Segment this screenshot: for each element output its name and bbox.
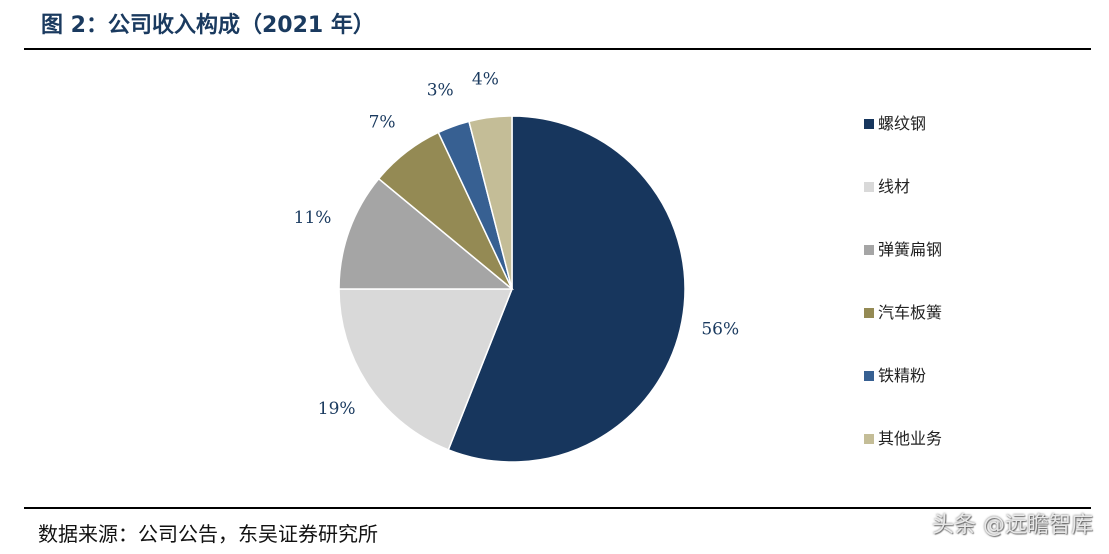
legend-item: 铁精粉 xyxy=(862,364,1082,427)
legend-item: 螺纹钢 xyxy=(862,112,1082,175)
legend-label: 弹簧扁钢 xyxy=(878,240,943,259)
legend-item: 弹簧扁钢 xyxy=(862,238,1082,301)
legend-label: 汽车板簧 xyxy=(878,303,943,322)
pie-value-label-5: 4% xyxy=(472,70,499,90)
legend-item: 其他业务 xyxy=(862,427,1082,490)
watermark: 头条 @远瞻智库 xyxy=(932,513,1093,538)
pie-value-labels: 56% 19% 11% 7% 3% 4% xyxy=(294,70,740,419)
pie-value-label-3: 7% xyxy=(369,112,396,132)
pie-value-label-0: 56% xyxy=(701,320,739,340)
pie-value-label-2: 11% xyxy=(294,208,332,228)
legend-label: 其他业务 xyxy=(878,429,943,448)
pie-slices xyxy=(338,115,686,463)
pie-slice-0 xyxy=(447,115,686,463)
legend-item: 线材 xyxy=(862,175,1082,238)
pie-slice-5 xyxy=(468,115,513,290)
legend-item: 汽车板簧 xyxy=(862,301,1082,364)
legend-swatch xyxy=(864,308,874,318)
legend-swatch xyxy=(864,182,874,192)
legend-label: 螺纹钢 xyxy=(878,114,927,133)
pie-slice-1 xyxy=(338,288,514,451)
pie-value-label-1: 19% xyxy=(318,399,356,419)
pie-value-label-4: 3% xyxy=(427,81,454,101)
top-divider xyxy=(24,48,1091,50)
source-note: 数据来源：公司公告，东吴证券研究所 xyxy=(38,522,378,546)
bottom-divider xyxy=(24,507,1091,509)
legend-label: 铁精粉 xyxy=(878,366,927,385)
chart-title: 图 2：公司收入构成（2021 年） xyxy=(41,13,375,38)
legend-swatch xyxy=(864,371,874,381)
legend-swatch xyxy=(864,119,874,129)
legend-swatch xyxy=(864,245,874,255)
chart-legend: 螺纹钢线材弹簧扁钢汽车板簧铁精粉其他业务 xyxy=(862,112,1082,490)
legend-label: 线材 xyxy=(878,177,911,196)
pie-slice-2 xyxy=(338,177,515,290)
legend-swatch xyxy=(864,434,874,444)
